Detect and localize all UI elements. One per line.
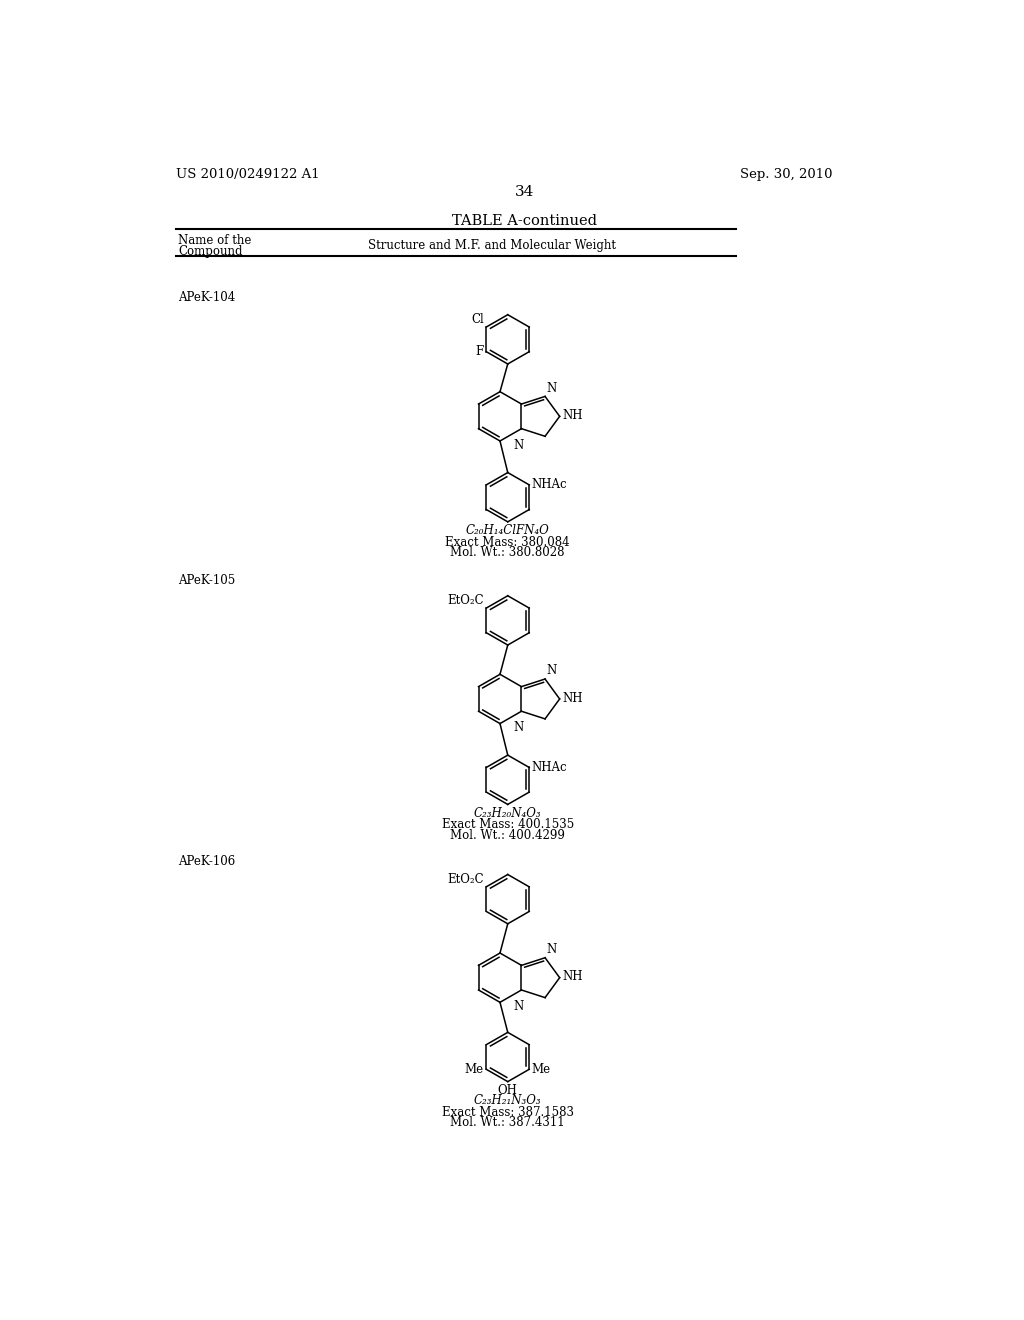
Text: Structure and M.F. and Molecular Weight: Structure and M.F. and Molecular Weight — [369, 239, 616, 252]
Text: Mol. Wt.: 400.4299: Mol. Wt.: 400.4299 — [451, 829, 565, 842]
Text: EtO₂C: EtO₂C — [447, 873, 484, 886]
Text: NH: NH — [562, 692, 583, 705]
Text: Mol. Wt.: 387.4311: Mol. Wt.: 387.4311 — [451, 1117, 565, 1130]
Text: 34: 34 — [515, 185, 535, 199]
Text: OH: OH — [498, 1084, 518, 1097]
Text: Mol. Wt.: 380.8028: Mol. Wt.: 380.8028 — [451, 546, 565, 560]
Text: TABLE A-continued: TABLE A-continued — [453, 214, 597, 228]
Text: C₂₃H₂₀N₄O₃: C₂₃H₂₀N₄O₃ — [474, 807, 542, 820]
Text: NHAc: NHAc — [531, 478, 567, 491]
Text: Cl: Cl — [471, 313, 484, 326]
Text: NH: NH — [562, 970, 583, 983]
Text: Exact Mass: 400.1535: Exact Mass: 400.1535 — [441, 818, 573, 832]
Text: US 2010/0249122 A1: US 2010/0249122 A1 — [176, 168, 319, 181]
Text: EtO₂C: EtO₂C — [447, 594, 484, 607]
Text: Sep. 30, 2010: Sep. 30, 2010 — [740, 168, 833, 181]
Text: APeK-104: APeK-104 — [178, 290, 236, 304]
Text: N: N — [513, 721, 523, 734]
Text: NHAc: NHAc — [531, 760, 567, 774]
Text: Me: Me — [531, 1063, 551, 1076]
Text: C₂₀H₁₄ClFN₄O: C₂₀H₁₄ClFN₄O — [466, 524, 550, 537]
Text: N: N — [547, 664, 557, 677]
Text: N: N — [513, 1001, 523, 1012]
Text: Exact Mass: 380.084: Exact Mass: 380.084 — [445, 536, 570, 549]
Text: Compound: Compound — [178, 244, 243, 257]
Text: Exact Mass: 387.1583: Exact Mass: 387.1583 — [441, 1106, 573, 1118]
Text: APeK-106: APeK-106 — [178, 855, 236, 869]
Text: APeK-105: APeK-105 — [178, 574, 236, 587]
Text: Name of the: Name of the — [178, 234, 252, 247]
Text: N: N — [547, 381, 557, 395]
Text: F: F — [476, 345, 484, 358]
Text: N: N — [547, 944, 557, 956]
Text: C₂₃H₂₁N₃O₃: C₂₃H₂₁N₃O₃ — [474, 1094, 542, 1107]
Text: N: N — [513, 438, 523, 451]
Text: Me: Me — [465, 1063, 484, 1076]
Text: NH: NH — [562, 409, 583, 422]
